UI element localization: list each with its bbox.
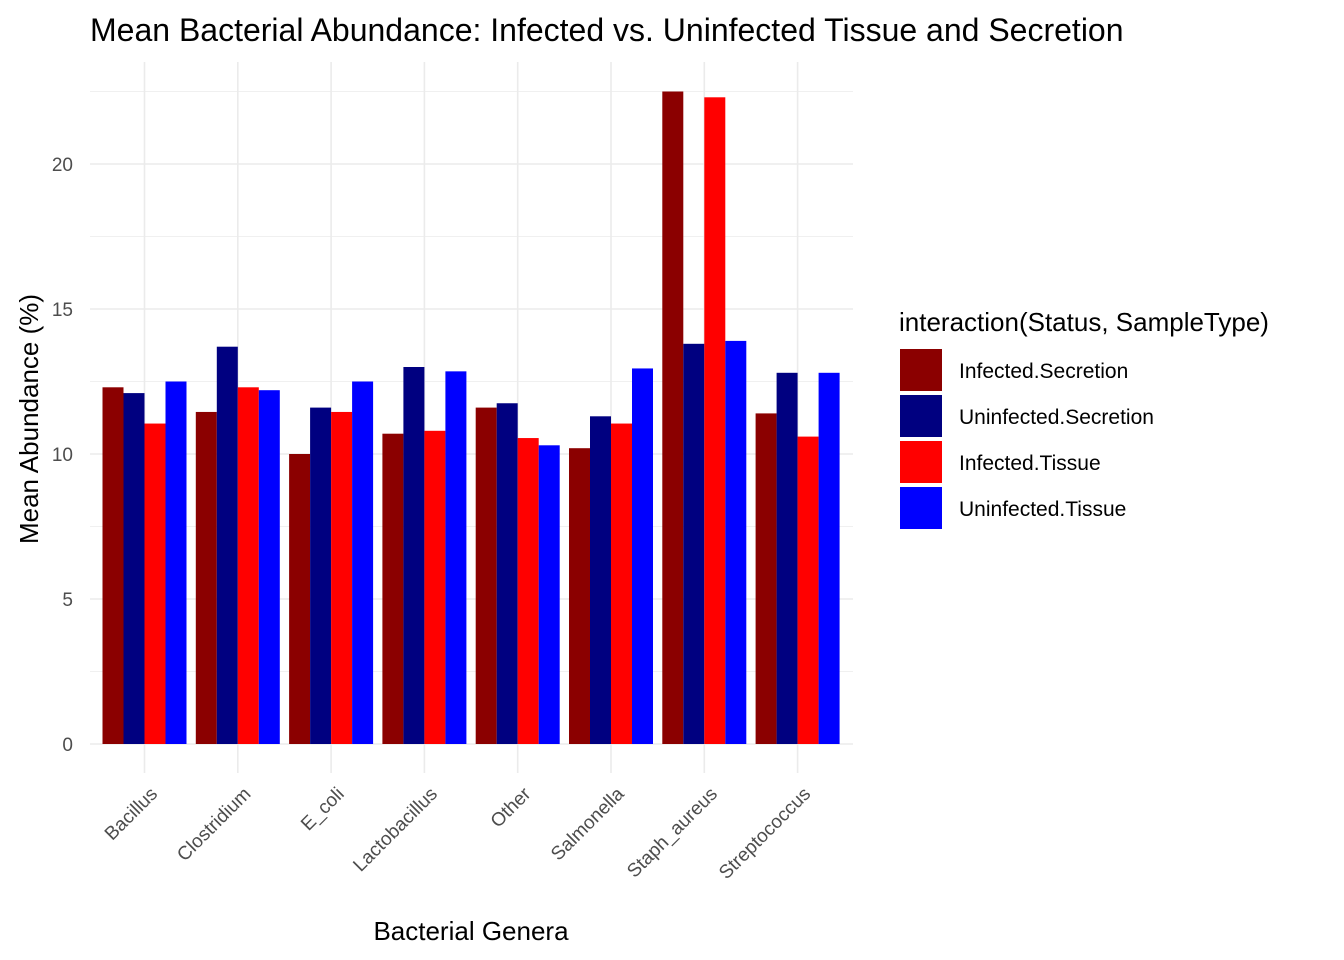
x-axis-title: Bacterial Genera [373, 916, 569, 946]
x-tick-label: Staph_aureus [623, 784, 722, 883]
legend-swatch [900, 395, 942, 437]
bar-Clostridium-Uninfected.Tissue [258, 390, 280, 744]
bar-Other-Uninfected.Tissue [538, 445, 560, 744]
bar-Other-Uninfected.Secretion [496, 403, 518, 744]
x-tick-label: Other [487, 783, 536, 832]
y-tick-label: 20 [52, 155, 73, 176]
x-tick-label: Salmonella [547, 783, 629, 865]
legend-label: Infected.Tissue [959, 452, 1101, 475]
bar-E_coli-Infected.Secretion [289, 454, 311, 744]
bar-Staph_aureus-Infected.Secretion [662, 91, 684, 744]
bar-Staph_aureus-Uninfected.Tissue [725, 340, 747, 744]
bar-Lactobacillus-Infected.Secretion [382, 433, 404, 744]
y-tick-label: 0 [62, 735, 73, 756]
legend-swatch [900, 349, 942, 391]
bars [102, 91, 840, 745]
bar-Lactobacillus-Infected.Tissue [424, 430, 446, 744]
x-tick-label: Streptococcus [715, 784, 815, 884]
bar-Streptococcus-Uninfected.Secretion [776, 372, 798, 744]
x-tick-label: Lactobacillus [349, 784, 442, 877]
bar-E_coli-Uninfected.Tissue [352, 381, 374, 744]
legend: interaction(Status, SampleType) Infected… [899, 307, 1269, 529]
bar-Bacillus-Uninfected.Secretion [123, 393, 145, 744]
bar-Other-Infected.Tissue [517, 438, 539, 744]
bar-Bacillus-Infected.Secretion [102, 387, 124, 744]
bar-Salmonella-Infected.Tissue [611, 423, 632, 744]
legend-swatch [900, 441, 942, 483]
bar-E_coli-Uninfected.Secretion [310, 407, 332, 744]
legend-label: Infected.Secretion [959, 360, 1128, 383]
bar-Staph_aureus-Infected.Tissue [704, 97, 726, 745]
legend-title: interaction(Status, SampleType) [899, 307, 1269, 337]
bar-Streptococcus-Infected.Tissue [797, 436, 819, 744]
bar-Streptococcus-Infected.Secretion [755, 413, 777, 744]
x-tick-label: Bacillus [101, 784, 162, 845]
bar-E_coli-Infected.Tissue [331, 411, 353, 744]
bar-Staph_aureus-Uninfected.Secretion [683, 343, 705, 744]
bar-Streptococcus-Uninfected.Tissue [818, 372, 840, 744]
y-axis-ticks: 0 5 10 15 20 [52, 155, 73, 756]
y-tick-label: 10 [52, 445, 73, 466]
y-tick-label: 5 [62, 590, 73, 611]
bar-Lactobacillus-Uninfected.Secretion [403, 367, 425, 744]
bar-Salmonella-Uninfected.Tissue [632, 368, 653, 744]
x-axis-ticks: Bacillus Clostridium E_coli Lactobacillus Ot… [101, 783, 815, 883]
y-tick-label: 15 [52, 300, 73, 321]
bar-Other-Infected.Secretion [475, 407, 497, 744]
chart-title: Mean Bacterial Abundance: Infected vs. U… [90, 12, 1124, 48]
x-tick-label: E_coli [297, 784, 348, 835]
legend-label: Uninfected.Secretion [959, 406, 1154, 429]
bar-Bacillus-Uninfected.Tissue [165, 381, 187, 744]
bar-Lactobacillus-Uninfected.Tissue [445, 371, 467, 744]
bar-Salmonella-Uninfected.Secretion [590, 416, 611, 744]
bar-Clostridium-Uninfected.Secretion [216, 346, 238, 744]
x-tick-label: Clostridium [173, 784, 255, 866]
legend-label: Uninfected.Tissue [959, 498, 1126, 521]
bar-Salmonella-Infected.Secretion [569, 448, 590, 744]
bar-Clostridium-Infected.Tissue [237, 387, 259, 744]
legend-swatch [900, 487, 942, 529]
bar-Clostridium-Infected.Secretion [195, 411, 217, 744]
bar-Bacillus-Infected.Tissue [144, 423, 166, 744]
y-axis-title: Mean Abundance (%) [14, 294, 44, 544]
